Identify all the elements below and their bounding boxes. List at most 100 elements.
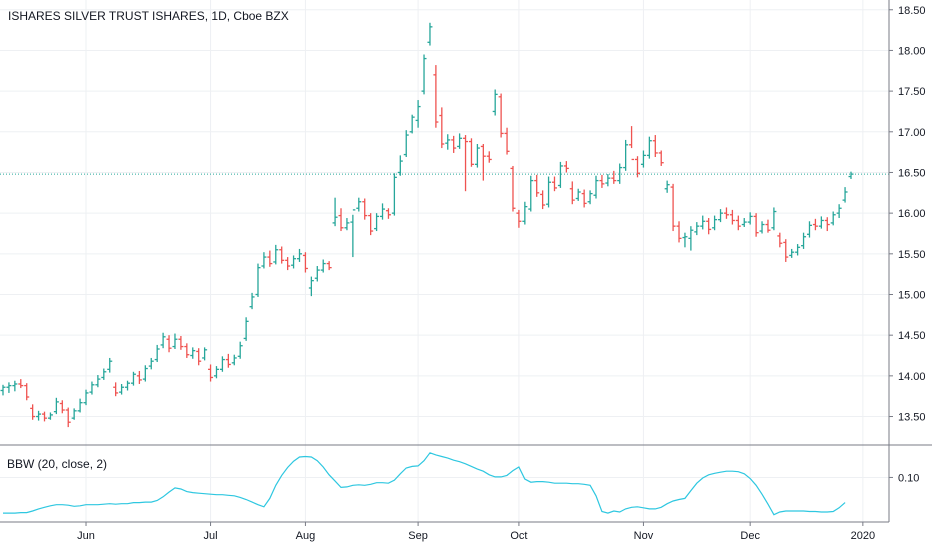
ohlc-bar [581, 189, 587, 208]
ohlc-bar [53, 397, 59, 415]
ohlc-bar [712, 215, 718, 231]
ohlc-bar [492, 89, 498, 116]
ohlc-bars [0, 22, 854, 428]
ohlc-bar [723, 207, 729, 219]
ohlc-bar [682, 232, 688, 248]
ohlc-bar [575, 188, 581, 201]
ohlc-bar [24, 383, 30, 401]
ohlc-bar [735, 215, 741, 231]
ohlc-bar [540, 190, 546, 210]
ohlc-bar [213, 366, 219, 379]
time-tick-label: Dec [740, 530, 760, 542]
ohlc-bar [95, 375, 101, 388]
ohlc-bar [391, 173, 397, 216]
ohlc-bar [587, 190, 593, 205]
ohlc-bar [789, 248, 795, 258]
ohlc-bar [362, 198, 368, 220]
ohlc-bar [801, 232, 807, 249]
ohlc-bar [89, 381, 95, 395]
price-tick-label: 18.50 [898, 5, 926, 17]
ohlc-bar [812, 218, 818, 231]
ohlc-bar [261, 252, 267, 269]
ohlc-bar [160, 332, 166, 349]
ohlc-bar [652, 135, 658, 158]
ohlc-bar [718, 209, 724, 223]
ohlc-bar [113, 382, 119, 397]
ohlc-bar [474, 143, 480, 168]
ohlc-bar [273, 244, 279, 265]
ohlc-bar [451, 135, 457, 153]
price-tick-label: 14.00 [898, 371, 926, 383]
ohlc-bar [640, 150, 646, 168]
ohlc-bar [498, 93, 504, 138]
price-tick-label: 17.50 [898, 86, 926, 98]
ohlc-bar [154, 344, 160, 363]
ohlc-bar [777, 232, 783, 248]
ohlc-bar [291, 255, 297, 269]
ohlc-bar [148, 357, 154, 370]
ohlc-bar [741, 218, 747, 227]
ohlc-bar [433, 65, 439, 128]
ohlc-bar [320, 259, 326, 273]
ohlc-bar [6, 382, 12, 393]
ohlc-bar [818, 216, 824, 229]
ohlc-bar [190, 347, 196, 359]
ohlc-bar [504, 127, 510, 155]
ohlc-bar [421, 54, 427, 95]
indicator-title: BBW (20, close, 2) [7, 457, 107, 471]
ohlc-bar [510, 165, 516, 212]
ohlc-bar [694, 222, 700, 236]
ohlc-bar [658, 150, 664, 166]
ohlc-bar [308, 276, 314, 297]
ohlc-bar [279, 246, 285, 264]
indicator-tick-label: 0.10 [898, 472, 919, 484]
ohlc-bar [332, 197, 338, 227]
price-tick-label: 18.00 [898, 45, 926, 57]
price-tick-label: 15.50 [898, 249, 926, 261]
ohlc-bar [166, 335, 172, 353]
ohlc-bar [314, 266, 320, 282]
ohlc-bar [83, 389, 89, 406]
ohlc-bar [415, 100, 421, 128]
ohlc-bar [208, 364, 214, 382]
price-tick-label: 17.00 [898, 127, 926, 139]
ohlc-bar [130, 371, 136, 386]
ohlc-bar [178, 335, 184, 350]
indicator-axis[interactable]: 0.10 [889, 472, 919, 484]
ohlc-bar [486, 151, 492, 163]
ohlc-bar [646, 136, 652, 159]
ohlc-bar [468, 138, 474, 167]
ohlc-bar [617, 163, 623, 184]
ohlc-bar [753, 213, 759, 237]
ohlc-bar [670, 183, 676, 232]
ohlc-bar [747, 212, 753, 225]
ohlc-bar [18, 379, 24, 389]
price-axis[interactable]: 13.50 14.00 14.50 15.00 15.50 16.00 16.50 17.00… [889, 5, 926, 424]
ohlc-bar [0, 384, 6, 396]
ohlc-bar [77, 398, 83, 413]
ohlc-bar [125, 380, 131, 391]
ohlc-bar [409, 114, 415, 134]
ohlc-bar [824, 217, 830, 232]
ohlc-bar [326, 261, 332, 271]
ohlc-bar [593, 175, 599, 199]
ohlc-bar [36, 410, 42, 421]
ohlc-bar [463, 135, 469, 192]
time-tick-label: Aug [296, 530, 316, 542]
ohlc-bar [795, 244, 801, 256]
ohlc-bar [611, 170, 617, 184]
time-tick-label: Jun [77, 530, 95, 542]
ohlc-bar [688, 226, 694, 251]
ohlc-bar [219, 356, 225, 372]
ohlc-bar [457, 133, 463, 149]
ohlc-bar [59, 400, 65, 414]
time-axis[interactable]: Jun Jul Aug Sep Oct Nov Dec 2020 [77, 522, 875, 542]
ohlc-bar [771, 207, 777, 231]
ohlc-bar [397, 155, 403, 176]
ohlc-bar [516, 209, 522, 228]
ohlc-bar [237, 341, 243, 359]
ohlc-bar [101, 368, 107, 380]
ohlc-bar [249, 292, 255, 310]
bbw-series-line [3, 452, 846, 516]
ohlc-bar [765, 219, 771, 233]
